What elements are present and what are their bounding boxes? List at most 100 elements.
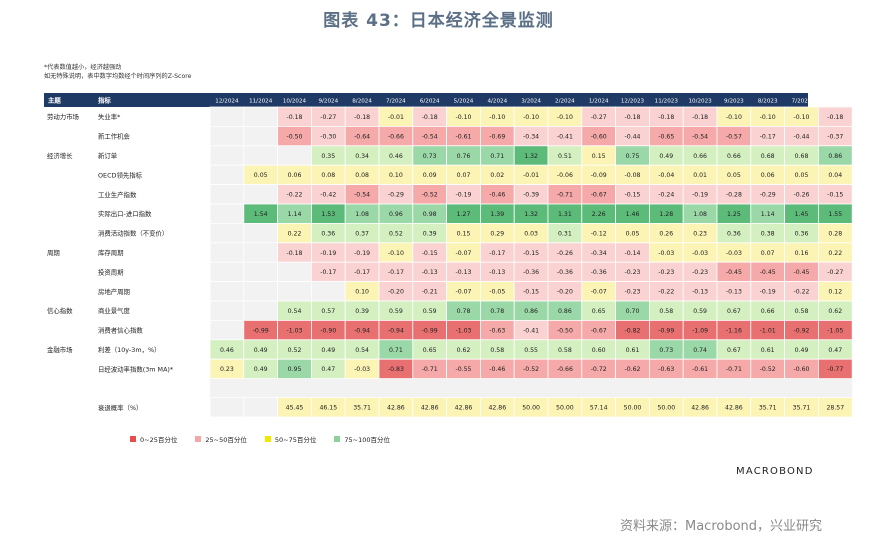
cell-value: 0.71 bbox=[490, 153, 504, 160]
cell-value: -0.52 bbox=[523, 366, 539, 373]
row-indicator: 消费者信心指数 bbox=[98, 326, 143, 335]
cell-value: 1.31 bbox=[558, 211, 572, 218]
cell-value: 1.28 bbox=[659, 211, 673, 218]
cell-value: -0.44 bbox=[624, 133, 640, 140]
cell-value: -0.01 bbox=[523, 172, 539, 179]
legend-label-50-75: 50~75百分位 bbox=[274, 436, 317, 444]
row-topic: 经济增长 bbox=[47, 151, 73, 160]
heatmap-chart: 主题 指标 12/2024 11/2024 10/2024 9/2024 8/2024 7/2… bbox=[44, 93, 853, 418]
cell-value: -1.05 bbox=[827, 327, 843, 334]
cell-value: -0.10 bbox=[388, 250, 404, 257]
row-indicator: 工业生产指数 bbox=[98, 190, 137, 199]
cell-value: 1.08 bbox=[693, 211, 707, 218]
cell-value: -0.57 bbox=[726, 133, 742, 140]
summary-value: 42.86 bbox=[691, 405, 709, 412]
cell-value: 0.58 bbox=[490, 347, 504, 354]
note-line-2: 如无特殊说明，表中数字均数经个时间序列的Z-Score bbox=[44, 73, 192, 80]
cell-value: -0.92 bbox=[793, 327, 809, 334]
header-month: 11/2024 bbox=[249, 99, 273, 105]
summary-value: 28.57 bbox=[826, 405, 844, 412]
cell-value: -0.77 bbox=[827, 366, 843, 373]
cell-value: 0.66 bbox=[693, 153, 707, 160]
cell-value: -0.37 bbox=[827, 133, 843, 140]
cell-value: 0.31 bbox=[558, 230, 572, 237]
cell-value: -0.03 bbox=[692, 250, 708, 257]
row-indicator: 房地产周期 bbox=[98, 287, 130, 296]
cell-value: 0.66 bbox=[761, 308, 775, 315]
row-indicator: 投资周期 bbox=[98, 267, 124, 276]
cell-value: -0.13 bbox=[422, 269, 438, 276]
cell-value: 1.32 bbox=[524, 153, 538, 160]
cell-value: -0.18 bbox=[422, 114, 438, 121]
cell-value: -0.10 bbox=[760, 114, 776, 121]
header-month: 6/2024 bbox=[420, 99, 440, 105]
header-bar bbox=[44, 93, 808, 107]
legend-item-0-25: 0~25百分位 bbox=[130, 434, 177, 444]
cell-value: 0.36 bbox=[795, 230, 809, 237]
cell-value: -1.16 bbox=[726, 327, 742, 334]
cell-value: -0.13 bbox=[489, 269, 505, 276]
cell-value: -0.26 bbox=[557, 250, 573, 257]
empty-cell bbox=[243, 126, 279, 147]
cell-value: -0.20 bbox=[388, 289, 404, 296]
legend-swatch-50-75 bbox=[264, 436, 271, 442]
cell-value: 1.53 bbox=[321, 211, 335, 218]
empty-cell bbox=[277, 261, 312, 283]
cell-value: 0.61 bbox=[626, 347, 640, 354]
cell-value: -0.72 bbox=[591, 366, 607, 373]
cell-value: -0.64 bbox=[354, 133, 370, 140]
cell-value: 1.08 bbox=[355, 211, 369, 218]
legend-item-50-75: 50~75百分位 bbox=[264, 434, 317, 444]
cell-value: -0.19 bbox=[455, 192, 471, 199]
empty-cell bbox=[243, 184, 279, 205]
cell-value: -0.01 bbox=[388, 114, 404, 121]
empty-cell bbox=[209, 319, 245, 341]
cell-value: -0.18 bbox=[692, 114, 708, 121]
summary-value: 57.14 bbox=[590, 405, 608, 412]
cell-value: -0.20 bbox=[557, 289, 573, 296]
cell-value: -0.61 bbox=[455, 133, 471, 140]
cell-value: -0.10 bbox=[793, 114, 809, 121]
header-month: 3/2024 bbox=[521, 99, 541, 105]
empty-cell bbox=[243, 222, 279, 244]
cell-value: -0.67 bbox=[591, 192, 607, 199]
summary-cell bbox=[818, 397, 853, 418]
cell-value: -0.13 bbox=[455, 269, 471, 276]
cell-value: 0.58 bbox=[795, 308, 809, 315]
cell-value: -0.19 bbox=[760, 289, 776, 296]
cell-value: -0.54 bbox=[692, 133, 708, 140]
cell-value: 0.01 bbox=[693, 172, 707, 179]
cell-value: -0.50 bbox=[286, 133, 302, 140]
cell-value: 0.73 bbox=[423, 153, 437, 160]
cell-value: 0.23 bbox=[693, 230, 707, 237]
cell-value: -0.36 bbox=[523, 269, 539, 276]
cell-value: -0.23 bbox=[624, 269, 640, 276]
row-indicator: 消费活动指数（不变价） bbox=[98, 229, 168, 238]
cell-value: 0.15 bbox=[592, 153, 606, 160]
cell-value: -0.09 bbox=[591, 172, 607, 179]
cell-value: -1.03 bbox=[455, 327, 471, 334]
cell-value: 2.26 bbox=[592, 211, 606, 218]
header-month: 12/2024 bbox=[215, 99, 239, 105]
header-month: 2/2024 bbox=[555, 99, 575, 105]
summary-value: 46.15 bbox=[319, 405, 337, 412]
legend: 0~25百分位 25~50百分位 50~75百分位 75~100百分位 bbox=[130, 434, 390, 444]
header-month: 7/2023 bbox=[792, 99, 812, 105]
header-month: 9/2024 bbox=[318, 99, 338, 105]
empty-cell bbox=[209, 106, 245, 127]
cell-value: 0.15 bbox=[457, 230, 471, 237]
cell-value: -0.66 bbox=[557, 366, 573, 373]
cell-value: -0.71 bbox=[557, 192, 573, 199]
cell-value: 0.28 bbox=[828, 230, 842, 237]
cell-value: 0.68 bbox=[795, 153, 809, 160]
cell-value: -0.46 bbox=[489, 366, 505, 373]
cell-value: 0.59 bbox=[693, 308, 707, 315]
brand-logo: MACROBOND bbox=[736, 466, 814, 477]
cell-value: 0.05 bbox=[727, 172, 741, 179]
cell-value: -0.61 bbox=[692, 366, 708, 373]
summary-value: 42.86 bbox=[455, 405, 473, 412]
cell-value: 0.26 bbox=[659, 230, 673, 237]
cell-value: 1.27 bbox=[457, 211, 471, 218]
cell-value: -0.14 bbox=[624, 250, 640, 257]
cell-value: 0.10 bbox=[355, 289, 369, 296]
